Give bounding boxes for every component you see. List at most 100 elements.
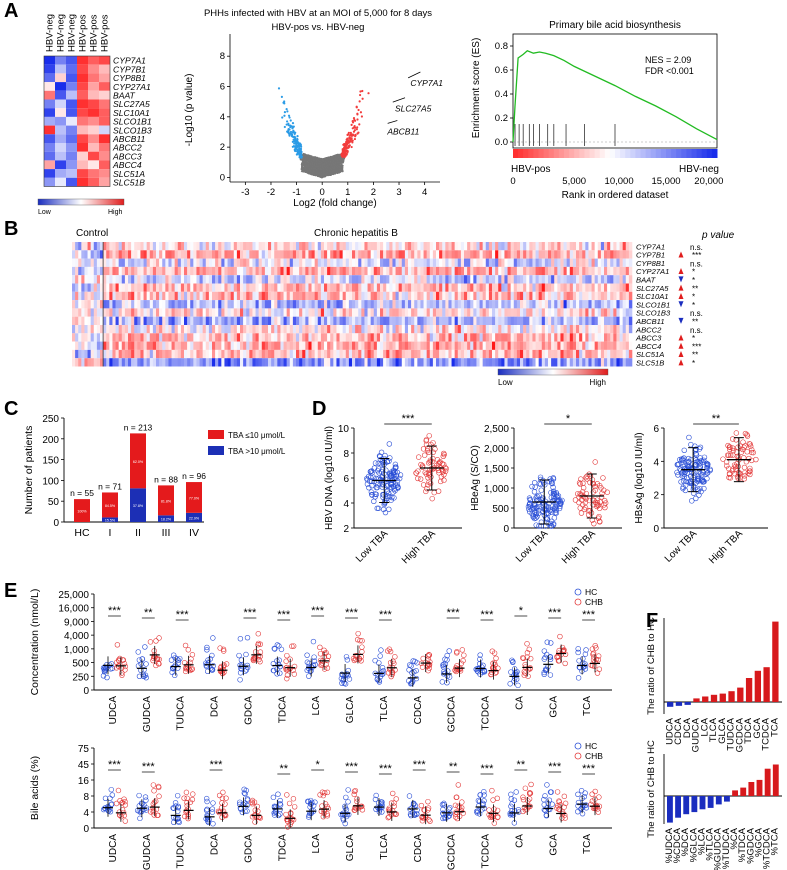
heatmap-b-cell — [520, 258, 524, 267]
heatmap-b-cell — [454, 300, 459, 309]
heatmap-b-cell — [261, 283, 266, 292]
volcano-point — [315, 172, 318, 175]
heatmap-b-cell — [314, 291, 319, 301]
heatmap-b-cell — [529, 341, 533, 350]
heatmap-b-cell — [398, 325, 403, 334]
heatmap-b-cell — [470, 258, 474, 267]
heatmap-b-cell — [619, 291, 623, 301]
heatmap-b-cell — [473, 308, 477, 317]
heatmap-b-cell — [513, 333, 518, 342]
heatmap-b-cell — [205, 291, 210, 301]
heatmap-b-cell — [240, 316, 244, 325]
heatmap-b-cell — [299, 275, 303, 284]
heatmap-b-cell — [252, 333, 256, 342]
heatmap-b-cell — [146, 275, 151, 284]
volcano-annotation: SLC27A5 — [395, 104, 432, 114]
heatmap-b-cell — [100, 242, 104, 251]
heatmap-b-cell — [367, 333, 371, 342]
heatmap-b-cell — [236, 300, 241, 309]
heatmap-b-cell — [75, 283, 79, 292]
heatmap-b-cell — [373, 291, 378, 301]
heatmap-b-cell — [243, 275, 247, 284]
heatmap-b-cell — [190, 308, 194, 317]
heatmap-b-cell — [177, 258, 182, 267]
volcano-point — [283, 100, 286, 103]
heatmap-b-cell — [417, 358, 421, 367]
heatmap-b-cell — [628, 300, 633, 309]
heatmap-b-cell — [190, 316, 194, 325]
heatmap-b-cell — [286, 258, 291, 267]
heatmap-b-cell — [442, 358, 446, 367]
volcano-point — [286, 110, 289, 113]
heatmap-b-cell — [594, 358, 599, 367]
scatter-d-point — [413, 470, 419, 476]
heatmap-b-cell — [320, 300, 325, 309]
heatmap-b-cell — [103, 316, 107, 325]
scatter-d-point — [369, 491, 375, 498]
heatmap-b-cell — [591, 283, 595, 292]
heatmap-a-cell — [99, 169, 110, 178]
heatmap-b-cell — [215, 242, 219, 251]
heatmap-b-cell — [445, 258, 449, 267]
heatmap-b-cell — [572, 258, 577, 267]
heatmap-b-cell — [292, 266, 297, 276]
bar-c-blue-segment — [158, 515, 174, 522]
heatmap-b-cell — [330, 308, 334, 317]
heatmap-b-cell — [420, 333, 424, 342]
heatmap-b-cell — [498, 358, 502, 367]
volcano-point — [355, 105, 358, 108]
heatmap-b-cell — [401, 300, 406, 309]
heatmap-b-cell — [420, 275, 424, 284]
heatmap-b-cell — [361, 325, 365, 334]
heatmap-b-cell — [90, 250, 95, 259]
heatmap-b-cell — [392, 283, 396, 292]
heatmap-b-cell — [625, 266, 630, 276]
heatmap-b-cell — [180, 300, 185, 309]
heatmap-b-gene-label: SLCO1B3 — [636, 309, 671, 318]
heatmap-b-cell — [184, 333, 188, 342]
heatmap-b-cell — [492, 291, 496, 301]
heatmap-b-cell — [224, 291, 228, 301]
heatmap-b-cell — [467, 316, 471, 325]
heatmap-b-cell — [538, 300, 543, 309]
heatmap-a-cell — [77, 134, 88, 143]
volcano-point — [327, 173, 330, 177]
heatmap-b-cell — [81, 291, 85, 301]
heatmap-b-cell — [221, 333, 225, 342]
heatmap-b-cell — [554, 291, 558, 301]
heatmap-a-cell — [99, 177, 110, 187]
heatmap-b-cell — [72, 316, 76, 325]
volcano-point — [350, 137, 353, 140]
volcano-point — [319, 169, 323, 173]
heatmap-b-cell — [193, 358, 197, 367]
heatmap-b-cell — [78, 358, 82, 367]
heatmap-b-cell — [404, 300, 409, 309]
heatmap-b-cell — [190, 333, 194, 342]
heatmap-b-cell — [187, 333, 191, 342]
volcano-point — [354, 133, 357, 136]
volcano-point — [298, 147, 301, 150]
heatmap-b-cell — [78, 250, 82, 259]
heatmap-b-cell — [330, 275, 334, 284]
heatmap-b-cell — [380, 358, 384, 367]
heatmap-b-cell — [193, 308, 197, 317]
heatmap-b-cell — [305, 358, 309, 367]
volcano-point — [316, 167, 320, 170]
heatmap-b-cell — [420, 291, 424, 301]
heatmap-b-cell — [464, 316, 468, 325]
heatmap-b-cell — [464, 291, 468, 301]
heatmap-b-cell — [622, 325, 627, 334]
heatmap-b-cell — [205, 333, 210, 342]
heatmap-b-cell — [348, 291, 353, 301]
heatmap-b-cell — [616, 266, 620, 276]
heatmap-b-cell — [373, 300, 378, 309]
heatmap-b-cell — [115, 333, 119, 342]
gsea-rank-cell — [569, 149, 575, 158]
heatmap-b-cell — [174, 291, 179, 301]
heatmap-b-cell — [523, 358, 527, 367]
heatmap-a-cell — [99, 143, 110, 152]
volcano-point — [345, 153, 348, 156]
heatmap-b-pvalue: n.s. — [690, 259, 703, 268]
heatmap-b-cell — [330, 291, 334, 301]
heatmap-b-cell — [582, 283, 586, 292]
